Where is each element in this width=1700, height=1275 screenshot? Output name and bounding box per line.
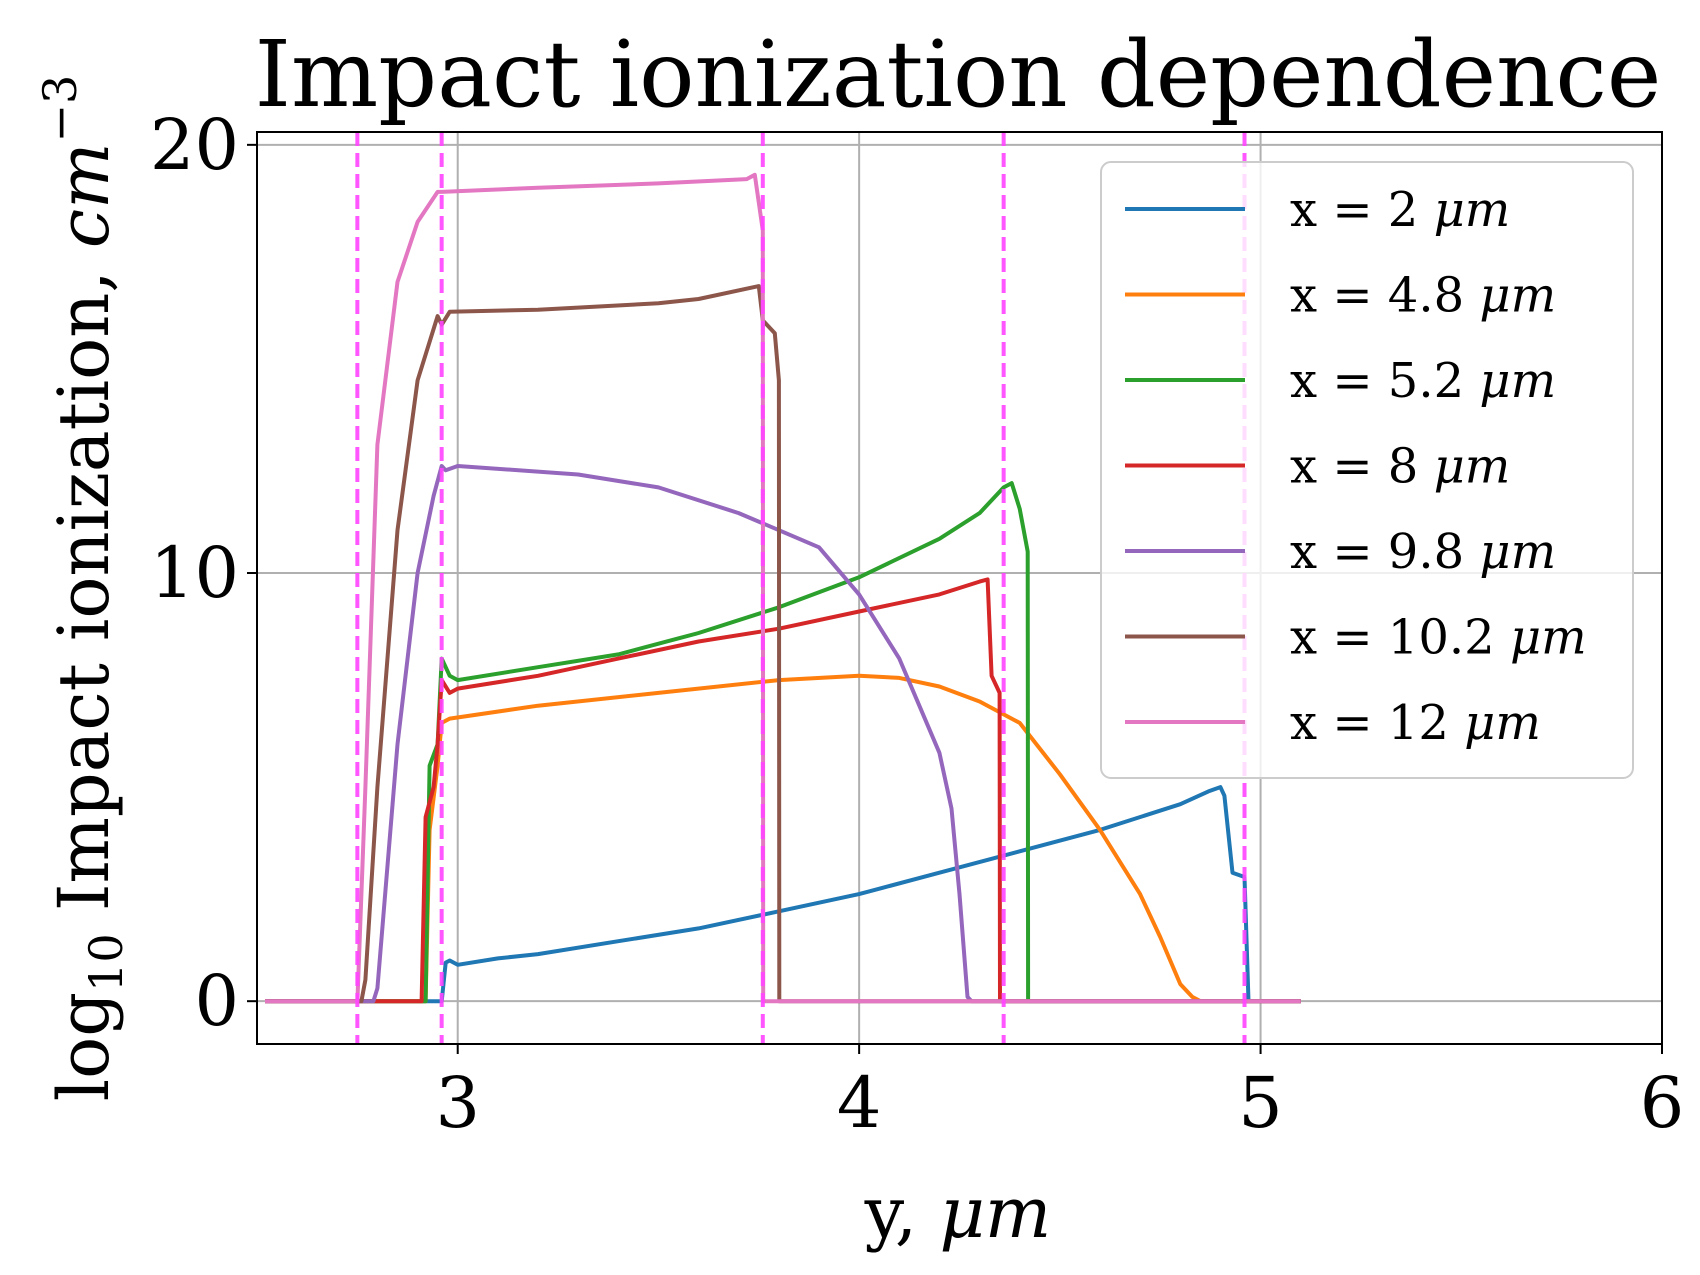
y-tick-label: 10 (150, 532, 239, 614)
legend-label-unit: μm (1479, 524, 1556, 580)
legend-label: x = 12 μm (1290, 695, 1541, 751)
legend-box (1100, 161, 1634, 779)
chart-title: Impact ionization dependence (255, 21, 1662, 128)
series-line-1 (265, 785, 1301, 1004)
legend-label: x = 4.8 μm (1290, 268, 1556, 324)
legend: x = 2 μmx = 4.8 μmx = 5.2 μmx = 8 μmx = … (1100, 161, 1634, 779)
legend-label: x = 9.8 μm (1290, 524, 1556, 580)
plot-frame (256, 131, 1663, 1045)
y-axis-label-prefix: log (43, 992, 125, 1101)
y-tick-label: 0 (194, 960, 239, 1042)
series-line-5 (265, 464, 1301, 1004)
x-axis-label-unit: μm (939, 1172, 1051, 1254)
legend-label-unit: μm (1479, 353, 1556, 409)
legend-label: x = 5.2 μm (1290, 353, 1556, 409)
y-axis-label-superscript: −3 (33, 75, 87, 143)
legend-label-unit: μm (1434, 439, 1511, 495)
series-line-6 (265, 284, 1301, 1004)
y-axis-label-text: Impact ionization, (43, 248, 125, 933)
y-tick-label: 20 (150, 104, 239, 186)
legend-label-text: x = 4.8 (1290, 268, 1479, 324)
series-line-4 (265, 577, 1301, 1004)
legend-label-text: x = 5.2 (1290, 353, 1479, 409)
legend-label-text: x = 12 (1290, 695, 1464, 751)
x-axis-label: y, μm (864, 1172, 1052, 1254)
legend-label-text: x = 2 (1290, 182, 1434, 238)
x-tick-label: 6 (1640, 1062, 1685, 1144)
legend-label-text: x = 8 (1290, 439, 1434, 495)
x-tick-label: 5 (1238, 1062, 1283, 1144)
y-axis-label-unit: cm (43, 143, 125, 249)
legend-label: x = 8 μm (1290, 439, 1510, 495)
legend-items: x = 2 μmx = 4.8 μmx = 5.2 μmx = 8 μmx = … (1125, 182, 1587, 751)
x-tick-label: 3 (435, 1062, 480, 1144)
legend-label: x = 10.2 μm (1290, 610, 1587, 666)
legend-label-unit: μm (1464, 695, 1541, 751)
legend-label-unit: μm (1510, 610, 1587, 666)
legend-label: x = 2 μm (1290, 182, 1510, 238)
legend-label-text: x = 10.2 (1290, 610, 1510, 666)
axis-ticks: 3 4 5 6 0 10 20 (150, 104, 1684, 1144)
legend-label-unit: μm (1479, 268, 1556, 324)
series-line-7 (265, 172, 1301, 1004)
x-tick-label: 4 (837, 1062, 882, 1144)
y-axis-label-subscript: 10 (79, 933, 133, 992)
x-axis-label-text: y, (864, 1172, 940, 1254)
y-axis-label: log10 Impact ionization, cm−3 (33, 75, 133, 1102)
legend-label-text: x = 9.8 (1290, 524, 1479, 580)
series-lines (265, 172, 1301, 1004)
series-line-2 (265, 673, 1301, 1004)
legend-label-unit: μm (1434, 182, 1511, 238)
